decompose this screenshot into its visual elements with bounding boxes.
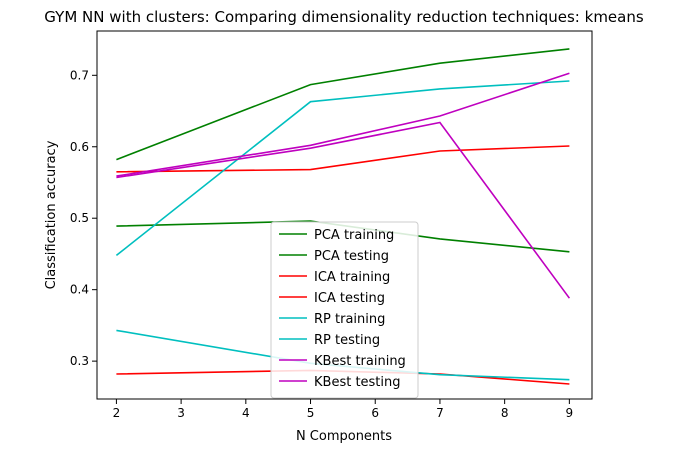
y-axis-label: Classification accuracy: [44, 140, 59, 289]
series-line-kbest-training: [116, 72, 570, 177]
y-tick-label: 0.5: [70, 211, 89, 225]
y-tick-label: 0.4: [70, 283, 89, 297]
legend-box: [270, 221, 419, 399]
legend-label: ICA testing: [314, 291, 385, 306]
y-tick-label: 0.3: [70, 354, 89, 368]
legend-label: RP training: [314, 312, 385, 327]
legend: PCA training PCA testing ICA training ICA t…: [270, 221, 419, 399]
y-tick-label: 0.7: [70, 68, 89, 82]
chart-title: GYM NN with clusters: Comparing dimensio…: [44, 8, 644, 26]
legend-label: PCA training: [314, 228, 394, 243]
x-tick-label: 4: [242, 406, 250, 420]
series-line-pca-training: [116, 48, 570, 161]
x-tick-label: 7: [436, 406, 444, 420]
x-tick-label: 8: [501, 406, 509, 420]
y-tick-label: 0.6: [70, 140, 89, 154]
series-line-kbest-testing: [116, 121, 571, 299]
x-axis-ticks: 2 3 4 5 6 7 8 9: [113, 399, 574, 420]
series-line-rp-training: [115, 80, 570, 257]
x-tick-label: 9: [566, 406, 574, 420]
x-tick-label: 3: [177, 406, 185, 420]
legend-label: PCA testing: [314, 249, 389, 264]
legend-label: KBest training: [314, 354, 406, 369]
plot-frame: [96, 30, 593, 400]
legend-label: KBest testing: [314, 375, 401, 390]
legend-label: RP testing: [314, 333, 380, 348]
x-tick-label: 5: [307, 406, 315, 420]
x-tick-label: 2: [113, 406, 121, 420]
y-axis-ticks: 0.3 0.4 0.5 0.6 0.7: [70, 68, 97, 368]
x-tick-label: 6: [371, 406, 379, 420]
legend-label: ICA training: [314, 270, 390, 285]
x-axis-label: N Components: [296, 429, 392, 444]
series-line-ica-training: [116, 145, 570, 173]
